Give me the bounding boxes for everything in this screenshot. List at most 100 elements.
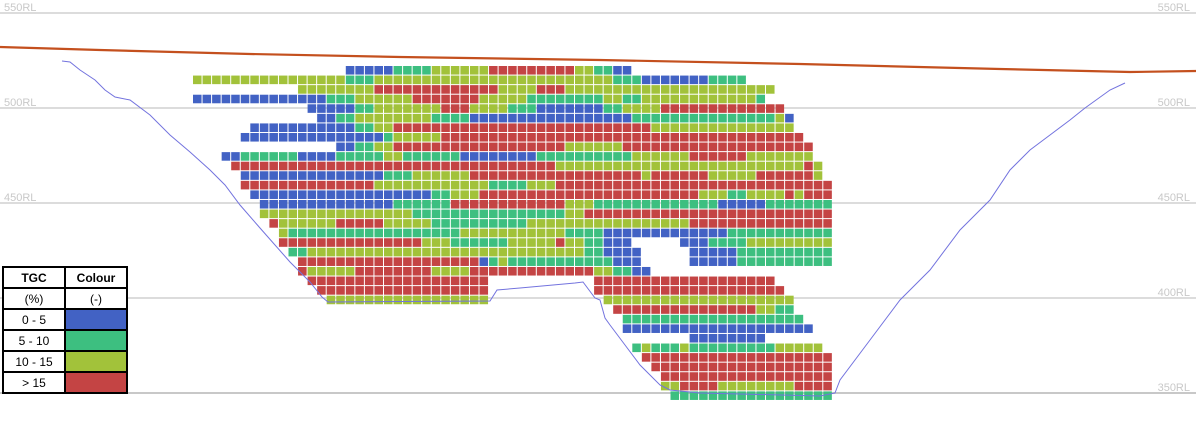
- block-cell-tgc-10-15: [479, 104, 489, 113]
- block-cell-tgc-5-10: [766, 113, 775, 123]
- block-cell-tgc-0-5: [326, 123, 336, 132]
- block-cell-tgc-5-10: [403, 66, 412, 75]
- block-cell-tgc-0-5: [737, 333, 746, 343]
- block-cell-tgc-0-5: [727, 257, 737, 266]
- block-cell-tgc-10-15: [441, 247, 450, 257]
- block-cell-tgc-gt-15: [689, 152, 699, 161]
- block-cell-tgc-5-10: [364, 152, 374, 161]
- block-cell-tgc-5-10: [727, 190, 737, 199]
- block-cell-tgc-0-5: [269, 132, 278, 142]
- block-cell-tgc-gt-15: [737, 132, 746, 142]
- block-cell-tgc-gt-15: [393, 161, 403, 171]
- block-cell-tgc-10-15: [651, 94, 660, 104]
- block-cell-tgc-gt-15: [689, 180, 699, 190]
- block-cell-tgc-10-15: [804, 152, 813, 161]
- elevation-label-500-right: 500RL: [1157, 97, 1190, 109]
- block-cell-tgc-gt-15: [431, 85, 441, 94]
- block-cell-tgc-10-15: [431, 238, 441, 247]
- block-cell-tgc-10-15: [575, 66, 584, 75]
- block-cell-tgc-5-10: [498, 209, 508, 219]
- block-cell-tgc-gt-15: [393, 286, 403, 295]
- block-cell-tgc-10-15: [756, 305, 765, 314]
- block-cell-tgc-gt-15: [813, 219, 823, 228]
- block-cell-tgc-gt-15: [479, 266, 489, 276]
- block-cell-tgc-5-10: [775, 257, 785, 266]
- block-cell-tgc-0-5: [727, 333, 737, 343]
- block-cell-tgc-10-15: [584, 66, 594, 75]
- block-cell-tgc-10-15: [584, 161, 594, 171]
- block-cell-tgc-gt-15: [680, 190, 689, 199]
- block-cell-tgc-gt-15: [699, 180, 708, 190]
- block-cell-tgc-0-5: [231, 152, 240, 161]
- block-cell-tgc-5-10: [718, 75, 727, 85]
- block-cell-tgc-5-10: [546, 152, 555, 161]
- block-cell-tgc-0-5: [756, 333, 765, 343]
- block-cell-tgc-10-15: [794, 343, 804, 353]
- block-cell-tgc-0-5: [613, 66, 622, 75]
- block-cell-tgc-0-5: [555, 104, 565, 113]
- block-cell-tgc-5-10: [508, 209, 517, 219]
- block-cell-tgc-0-5: [460, 152, 469, 161]
- block-cell-tgc-10-15: [355, 295, 364, 305]
- block-cell-tgc-5-10: [489, 238, 498, 247]
- block-cell-tgc-gt-15: [699, 276, 708, 286]
- block-cell-tgc-5-10: [508, 257, 517, 266]
- block-cell-tgc-5-10: [584, 228, 594, 238]
- block-cell-tgc-gt-15: [584, 266, 594, 276]
- block-cell-tgc-10-15: [202, 75, 212, 85]
- block-cell-tgc-5-10: [689, 391, 699, 400]
- block-cell-tgc-gt-15: [794, 132, 804, 142]
- block-cell-tgc-5-10: [737, 228, 746, 238]
- block-cell-tgc-10-15: [326, 75, 336, 85]
- block-cell-tgc-gt-15: [240, 180, 250, 190]
- block-cell-tgc-10-15: [756, 123, 765, 132]
- block-cell-tgc-gt-15: [680, 180, 689, 190]
- block-cell-tgc-gt-15: [641, 209, 651, 219]
- block-cell-tgc-0-5: [613, 257, 622, 266]
- block-cell-tgc-0-5: [355, 199, 364, 209]
- block-cell-tgc-5-10: [288, 152, 298, 161]
- block-cell-tgc-gt-15: [565, 171, 574, 180]
- block-cell-tgc-gt-15: [546, 190, 555, 199]
- block-cell-tgc-10-15: [632, 104, 641, 113]
- block-cell-tgc-10-15: [317, 75, 326, 85]
- block-cell-tgc-5-10: [613, 266, 622, 276]
- block-cell-tgc-10-15: [641, 152, 651, 161]
- block-cell-tgc-gt-15: [498, 66, 508, 75]
- block-cell-tgc-5-10: [613, 152, 622, 161]
- block-cell-tgc-10-15: [785, 295, 794, 305]
- block-cell-tgc-10-15: [317, 266, 326, 276]
- block-cell-tgc-0-5: [622, 247, 632, 257]
- block-cell-tgc-10-15: [364, 247, 374, 257]
- block-cell-tgc-10-15: [546, 219, 555, 228]
- block-cell-tgc-10-15: [737, 381, 746, 391]
- block-cell-tgc-5-10: [813, 247, 823, 257]
- block-cell-tgc-0-5: [355, 171, 364, 180]
- block-cell-tgc-10-15: [403, 295, 412, 305]
- block-cell-tgc-10-15: [431, 247, 441, 257]
- block-cell-tgc-gt-15: [422, 276, 431, 286]
- block-cell-tgc-10-15: [460, 66, 469, 75]
- block-cell-tgc-5-10: [364, 104, 374, 113]
- block-cell-tgc-gt-15: [651, 180, 660, 190]
- block-cell-tgc-5-10: [689, 314, 699, 324]
- block-cell-tgc-10-15: [660, 381, 670, 391]
- block-cell-tgc-10-15: [384, 295, 393, 305]
- block-cell-tgc-gt-15: [527, 199, 536, 209]
- block-cell-tgc-10-15: [775, 152, 785, 161]
- block-cell-tgc-gt-15: [431, 286, 441, 295]
- block-cell-tgc-0-5: [756, 199, 765, 209]
- block-cell-tgc-gt-15: [670, 132, 680, 142]
- block-cell-tgc-10-15: [193, 75, 202, 85]
- block-cell-tgc-gt-15: [555, 142, 565, 152]
- block-cell-tgc-5-10: [689, 343, 699, 353]
- block-cell-tgc-0-5: [393, 190, 403, 199]
- block-cell-tgc-gt-15: [718, 372, 727, 381]
- block-cell-tgc-10-15: [278, 228, 288, 238]
- block-cell-tgc-10-15: [766, 85, 775, 94]
- block-cell-tgc-gt-15: [498, 171, 508, 180]
- block-cell-tgc-gt-15: [441, 276, 450, 286]
- block-cell-tgc-gt-15: [756, 276, 765, 286]
- block-cell-tgc-gt-15: [460, 104, 469, 113]
- block-cell-tgc-gt-15: [546, 123, 555, 132]
